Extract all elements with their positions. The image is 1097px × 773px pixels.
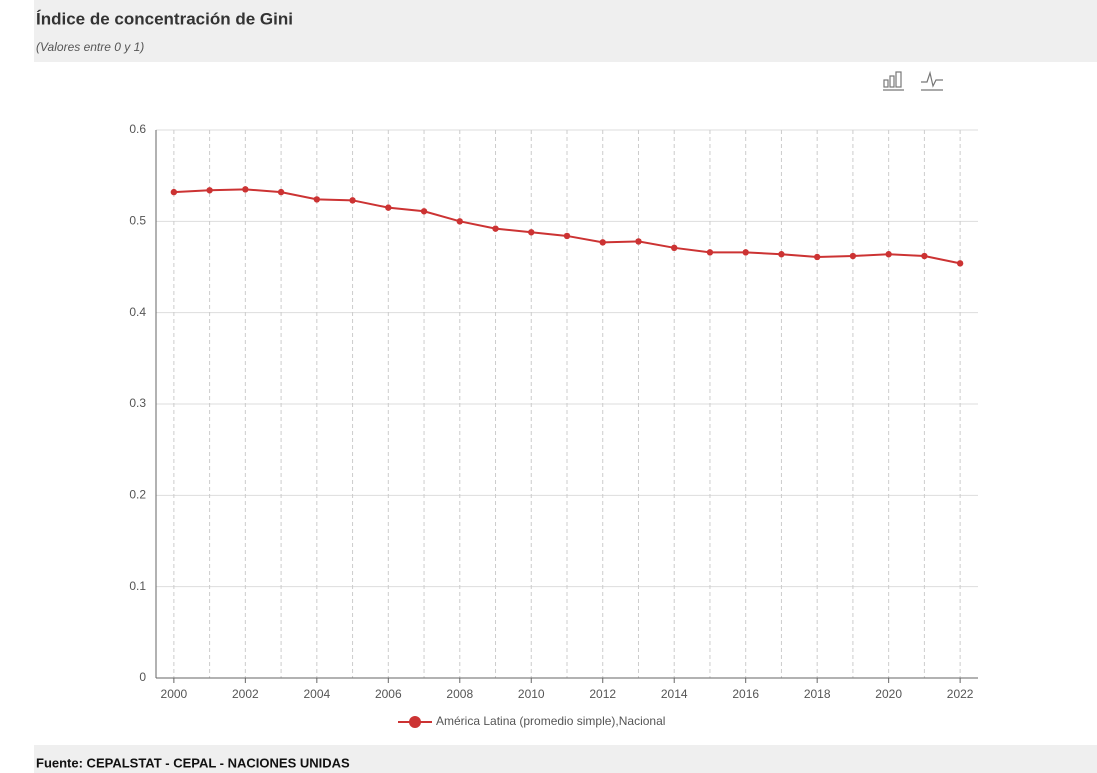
data-point xyxy=(528,229,535,236)
x-tick-label: 2008 xyxy=(446,687,473,701)
x-tick-label: 2014 xyxy=(661,687,688,701)
x-tick-label: 2000 xyxy=(161,687,188,701)
data-point xyxy=(456,218,463,225)
x-tick-label: 2016 xyxy=(732,687,759,701)
x-tick-label: 2020 xyxy=(875,687,902,701)
data-point xyxy=(921,252,928,260)
data-point xyxy=(313,196,321,203)
data-point xyxy=(492,225,499,232)
data-point xyxy=(349,197,356,204)
x-tick-label: 2006 xyxy=(375,687,402,701)
y-tick-label: 0.3 xyxy=(129,396,146,410)
data-point xyxy=(599,239,606,246)
x-tick-label: 2002 xyxy=(232,687,259,701)
chart-title: Índice de concentración de Gini xyxy=(36,9,293,28)
data-point xyxy=(635,238,642,245)
data-point xyxy=(206,187,213,194)
x-tick-label: 2012 xyxy=(589,687,616,701)
y-tick-label: 0.2 xyxy=(129,488,146,502)
x-tick-label: 2022 xyxy=(947,687,974,701)
bar-chart-button[interactable] xyxy=(883,71,904,91)
x-tick-label: 2004 xyxy=(303,687,330,701)
data-point xyxy=(778,251,785,258)
chart-subtitle: (Valores entre 0 y 1) xyxy=(36,40,144,54)
x-tick-label: 2010 xyxy=(518,687,545,701)
y-tick-label: 0.4 xyxy=(129,305,146,319)
line-chart-button[interactable] xyxy=(921,70,943,91)
footer-bg xyxy=(34,745,1097,773)
data-point xyxy=(170,188,178,196)
header-bg xyxy=(34,0,1097,62)
data-point xyxy=(849,252,857,260)
legend-label: América Latina (promedio simple),Naciona… xyxy=(436,714,665,728)
data-point xyxy=(385,204,392,211)
y-tick-label: 0.1 xyxy=(129,579,146,593)
data-point xyxy=(885,251,892,258)
x-tick-label: 2018 xyxy=(804,687,831,701)
data-point xyxy=(742,249,749,256)
data-point xyxy=(813,253,821,261)
y-tick-label: 0.6 xyxy=(129,122,146,136)
data-point xyxy=(420,208,428,215)
data-point xyxy=(563,232,571,240)
data-point xyxy=(956,260,964,267)
source: Fuente: CEPALSTAT - CEPAL - NACIONES UNI… xyxy=(36,755,350,770)
data-point xyxy=(671,244,678,252)
data-point xyxy=(277,188,285,196)
y-tick-label: 0.5 xyxy=(129,214,146,228)
data-point xyxy=(242,186,249,193)
legend-marker xyxy=(409,716,421,728)
data-point xyxy=(706,249,714,256)
y-tick-label: 0 xyxy=(139,670,146,684)
